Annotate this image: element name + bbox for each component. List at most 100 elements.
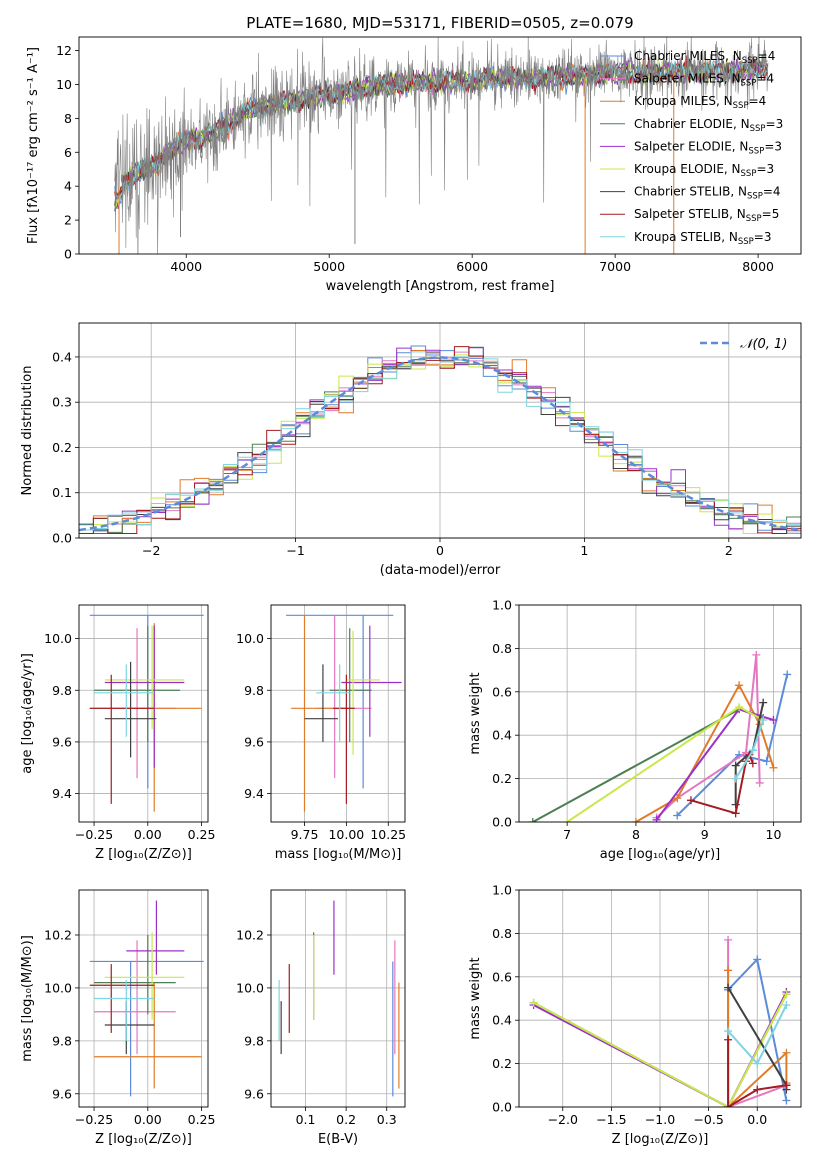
x-tick-label: 0.00 [134, 827, 162, 842]
y-tick-label: 0.6 [492, 684, 512, 699]
y-tick-label: 9.8 [244, 1033, 264, 1048]
y-axis-label: Flux [fλ10⁻¹⁷ erg cm⁻² s⁻¹ A⁻¹] [26, 47, 41, 244]
y-tick-label: 0.0 [492, 1100, 512, 1115]
legend-label: Salpeter MILES, NSSP=4 [634, 72, 774, 89]
weight-marker-4 [652, 815, 661, 822]
x-tick-label: −1.0 [645, 1112, 675, 1127]
weight-marker-5 [782, 990, 791, 999]
x-tick-label: 0.0 [747, 1112, 767, 1127]
weight-marker-2 [735, 681, 744, 690]
weight-line-1 [655, 653, 761, 819]
weight-marker-0 [753, 955, 762, 964]
weight-marker-0 [673, 811, 682, 820]
y-tick-label: 10.0 [236, 631, 264, 646]
histogram-step-8 [79, 351, 801, 531]
panel-mass_vs_Z: −0.25 0.00 0.25 9.6 9.8 10.0 10.2 Z [log₁₀(Z/Z⊙… [20, 889, 216, 1147]
plot-area [114, 37, 769, 254]
legend-label: Salpeter STELIB, NSSP=5 [634, 207, 779, 224]
y-tick-label: 0.2 [492, 1056, 512, 1071]
weight-marker-0 [762, 757, 771, 766]
x-axis-label: (data-model)/error [380, 563, 501, 578]
x-tick-label: 0.25 [188, 1112, 216, 1127]
y-tick-label: 9.8 [52, 683, 72, 698]
y-axis-label: mass weight [468, 957, 483, 1039]
y-tick-label: 0.2 [492, 771, 512, 786]
weight-marker-8 [759, 716, 768, 725]
panel-mass_vs_ebv: 0.1 0.2 0.3 9.6 9.8 10.0 10.2 E(B-V) [236, 889, 406, 1147]
y-tick-label: 0.0 [52, 531, 72, 546]
legend-label: Kroupa ELODIE, NSSP=3 [634, 162, 774, 179]
x-tick-label: 2 [725, 543, 733, 558]
x-tick-label: −1 [286, 543, 304, 558]
legend-label: Chabrier MILES, NSSP=4 [634, 49, 775, 66]
y-axis-label: Normed distribution [20, 366, 35, 496]
panel-age_vs_Z: −0.25 0.00 0.25 9.4 9.6 9.8 10.0 Z [log₁₀(Z/Z⊙)… [20, 604, 216, 862]
weight-marker-5 [563, 818, 572, 822]
legend-label: 𝒩(0, 1) [740, 337, 787, 352]
weight-marker-2 [724, 966, 733, 975]
axes-frame [270, 604, 406, 823]
y-tick-label: 9.8 [244, 683, 264, 698]
plot-area [79, 345, 801, 534]
figure-title: PLATE=1680, MJD=53171, FIBERID=0505, z=0… [246, 14, 633, 32]
weight-marker-2 [673, 794, 682, 803]
x-tick-label: −1.5 [596, 1112, 626, 1127]
x-axis-label: age [log₁₀(age/yr)] [600, 847, 721, 862]
y-tick-label: 9.8 [52, 1033, 72, 1048]
y-axis-label: age [log₁₀(age/yr)] [20, 653, 35, 774]
x-tick-label: −2 [142, 543, 160, 558]
x-tick-label: 10 [766, 827, 782, 842]
y-tick-label: 0.4 [52, 349, 72, 364]
y-tick-label: 1.0 [492, 883, 512, 898]
y-tick-label: 6 [64, 145, 72, 160]
panel-residuals: −2 −1 0 1 2 0.0 0.1 0.2 0.3 0.4 (data-model)/error… [20, 322, 802, 578]
weight-marker-7 [724, 1103, 733, 1107]
histogram-step-7 [79, 346, 801, 534]
y-tick-label: 0.8 [492, 641, 512, 656]
y-tick-label: 10.0 [236, 980, 264, 995]
panel-spectrum: 4000 5000 6000 7000 8000 0 2 4 6 8 10 12 wavelength … [26, 36, 802, 294]
x-tick-label: 8 [632, 827, 640, 842]
weight-marker-8 [731, 774, 740, 783]
weight-marker-7 [753, 1085, 762, 1094]
y-tick-label: 10 [56, 77, 72, 92]
x-tick-label: −0.25 [75, 1112, 113, 1127]
weight-marker-0 [782, 1096, 791, 1105]
y-tick-label: 12 [56, 43, 72, 58]
x-tick-label: 10.00 [328, 827, 364, 842]
weight-marker-2 [631, 818, 640, 822]
panel-weight_vs_Z: −2.0 −1.5 −1.0 −0.5 0.0 0.0 0.2 0.4 0.6 0.8 1.0 Z [… [468, 883, 802, 1147]
y-tick-label: 8 [64, 111, 72, 126]
weight-marker-3 [528, 818, 537, 822]
x-tick-label: 0.25 [188, 827, 216, 842]
x-axis-label: E(B-V) [318, 1132, 358, 1147]
x-tick-label: 0.2 [336, 1112, 356, 1127]
weight-marker-0 [783, 670, 792, 679]
weight-marker-7 [782, 1081, 791, 1090]
x-axis-label: Z [log₁₀(Z/Z⊙)] [95, 1132, 192, 1147]
weight-marker-5 [735, 702, 744, 711]
y-tick-label: 0.4 [492, 1013, 512, 1028]
y-tick-label: 9.4 [52, 786, 72, 801]
y-tick-label: 2 [64, 213, 72, 228]
y-tick-label: 10.0 [44, 631, 72, 646]
y-tick-label: 0 [64, 247, 72, 262]
y-tick-label: 4 [64, 179, 72, 194]
weight-marker-1 [755, 778, 764, 787]
weight-marker-7 [731, 809, 740, 818]
weight-line-6 [734, 702, 765, 805]
y-tick-label: 0.4 [492, 728, 512, 743]
weight-line-5 [533, 993, 788, 1107]
legend-label: Chabrier STELIB, NSSP=4 [634, 185, 781, 202]
gaussian-reference-curve [79, 356, 801, 532]
y-tick-label: 10.2 [236, 927, 264, 942]
x-tick-label: 10.25 [370, 827, 406, 842]
x-tick-label: −0.5 [693, 1112, 723, 1127]
y-tick-label: 0.2 [52, 440, 72, 455]
x-tick-label: 7000 [599, 259, 631, 274]
x-tick-label: 9.75 [291, 827, 319, 842]
x-tick-label: −2.0 [548, 1112, 578, 1127]
panel-weight_vs_age: 7 8 9 10 0.0 0.2 0.4 0.6 0.8 1.0 age [log₁₀(age/yr… [468, 598, 802, 862]
y-tick-label: 0.3 [52, 395, 72, 410]
